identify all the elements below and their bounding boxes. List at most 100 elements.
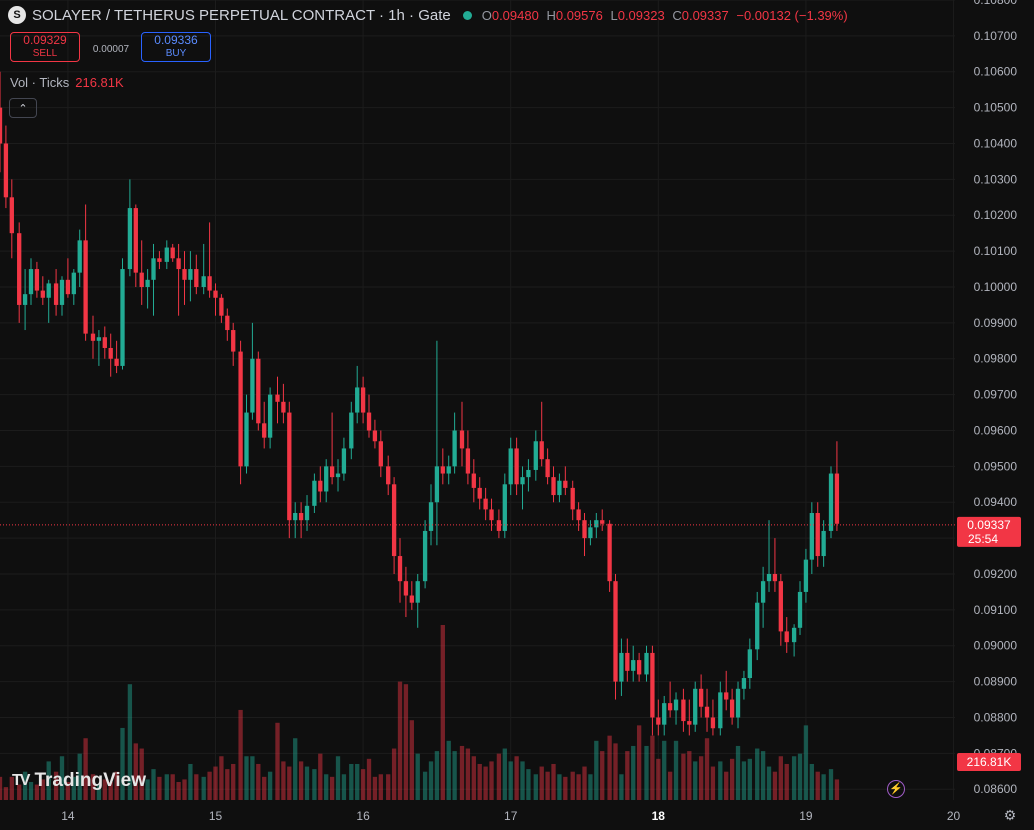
buy-button[interactable]: 0.09336 BUY [141, 32, 211, 62]
gear-icon[interactable]: ⚙ [1003, 807, 1017, 823]
close-label: C [672, 7, 682, 23]
candle-body [176, 258, 181, 270]
candle-body [489, 509, 494, 521]
candle [378, 430, 383, 478]
candle [372, 419, 378, 449]
candle [815, 502, 820, 567]
symbol-logo-icon[interactable]: S [8, 6, 26, 24]
candle-body [219, 297, 224, 316]
candle [557, 473, 562, 503]
candle [735, 681, 741, 729]
volume-bar [741, 761, 747, 800]
candle-body [65, 279, 71, 295]
price-tick-label: 0.09100 [974, 603, 1018, 617]
tradingview-wordmark: TradingView [34, 770, 147, 791]
candle-body [281, 401, 286, 413]
price-axis[interactable]: 0.10800 0.10700 0.10600 0.10500 0.10400 0.103… [974, 0, 1018, 796]
candle [797, 581, 803, 635]
candle [459, 401, 465, 467]
candle-body [244, 412, 249, 467]
volume-bar [267, 771, 273, 800]
volume-bar [46, 761, 51, 800]
volume-bar [778, 756, 783, 800]
volume-bar [403, 684, 409, 800]
sell-price: 0.09329 [23, 33, 67, 47]
volume-bar [304, 766, 310, 800]
candle [477, 477, 482, 510]
candle-body [650, 652, 655, 718]
candle-body [619, 652, 624, 682]
price-tick-label: 0.10500 [974, 101, 1018, 115]
volume-legend[interactable]: Vol · Ticks 216.81K [10, 75, 124, 90]
market-status-icon[interactable] [462, 10, 472, 20]
volume-bar [127, 684, 133, 800]
candle-body [329, 466, 335, 478]
candle-body [710, 717, 716, 729]
candle-body [397, 556, 403, 582]
candle [318, 466, 323, 503]
volume-bar [428, 761, 434, 800]
candle [698, 674, 704, 718]
candle [231, 322, 236, 366]
candle-body [422, 530, 428, 582]
volume-bar [293, 738, 298, 800]
candle [440, 448, 445, 485]
candle [570, 480, 575, 521]
lightning-icon[interactable]: ⚡ [887, 780, 905, 798]
candle-body [502, 484, 507, 531]
candle [157, 251, 162, 270]
candle-body [625, 652, 630, 671]
candle-body [698, 688, 704, 707]
volume-bar [145, 779, 150, 800]
candle [613, 573, 618, 700]
candle [607, 520, 612, 592]
chevron-up-icon[interactable]: ⌃ [9, 98, 37, 118]
candle-body [459, 430, 465, 449]
tradingview-mark-icon: TV [12, 772, 31, 789]
volume-bar [71, 776, 76, 800]
candle-body [133, 208, 138, 273]
volume-bar [582, 766, 587, 800]
volume-bar [409, 720, 414, 800]
candle-body [164, 247, 169, 262]
volume-bar [821, 774, 826, 800]
volume-bar [3, 787, 9, 800]
candle [397, 538, 403, 603]
candle [821, 520, 826, 567]
candle [704, 688, 710, 732]
volume-bar [53, 771, 59, 800]
candle-body [576, 509, 581, 521]
candle [275, 376, 280, 424]
symbol-title[interactable]: SOLAYER / TETHERUS PERPETUAL CONTRACT · … [32, 6, 451, 24]
candle-body [834, 473, 840, 524]
candle [741, 670, 747, 700]
candle-body [139, 272, 144, 287]
candle-body [17, 233, 22, 305]
time-axis[interactable]: 14 15 16 17 18 19 20 [61, 809, 960, 823]
volume-bar [397, 681, 403, 800]
candle-body [784, 631, 789, 643]
candle-body [157, 258, 162, 262]
candle-body [644, 652, 649, 675]
volume-bar [772, 771, 778, 800]
volume-bar [188, 763, 193, 800]
candle-body [778, 581, 783, 632]
volume-bar [471, 756, 476, 800]
candle [791, 624, 797, 657]
volume-bar [28, 781, 34, 800]
candle [151, 243, 156, 316]
volume-bar [114, 771, 119, 800]
sell-button[interactable]: 0.09329 SELL [10, 32, 80, 62]
candle-body [360, 387, 366, 413]
candle-body [496, 520, 502, 531]
candle [784, 617, 789, 653]
candle-body [213, 290, 218, 298]
candle [619, 638, 624, 696]
tradingview-logo[interactable]: TV TradingView [12, 770, 146, 792]
volume-bar [360, 769, 366, 800]
volume-bar [324, 774, 329, 800]
candle [96, 330, 102, 366]
candle-body [349, 412, 354, 449]
candle [452, 412, 457, 474]
